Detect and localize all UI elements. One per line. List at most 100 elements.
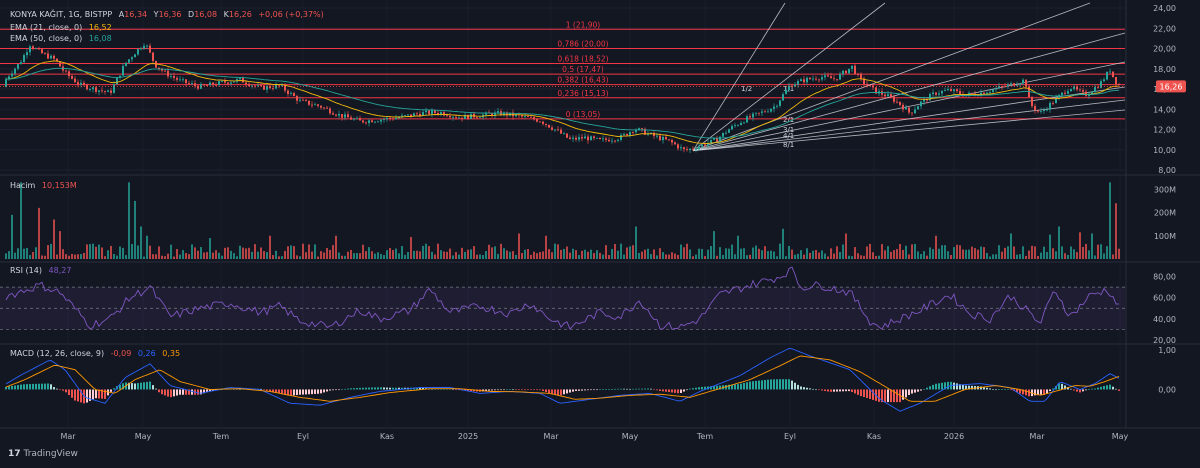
volume-bar	[593, 253, 595, 259]
candle-body	[767, 111, 769, 113]
volume-bar	[266, 252, 268, 259]
volume-bar	[1061, 246, 1063, 259]
fib-retracement[interactable]: 1 (21,90) 0,786 (20,00) 0,618 (18,52) 0,5 (…	[0, 20, 1125, 120]
candle-body	[707, 143, 709, 146]
candle-body	[524, 116, 526, 117]
volume-bar	[35, 247, 37, 259]
volume-bar	[161, 255, 163, 259]
rsi-tick-label: 20,00	[1153, 336, 1176, 345]
volume-bar	[536, 253, 538, 259]
volume-bar	[602, 254, 604, 259]
candle-body	[1097, 87, 1099, 88]
macd-histogram-bar	[29, 384, 31, 390]
macd-histogram-bar	[371, 387, 373, 390]
candle-body	[1022, 79, 1024, 84]
volume-bar	[74, 254, 76, 259]
tradingview-watermark[interactable]: 17 TradingView	[8, 449, 78, 459]
candle-body	[836, 78, 838, 80]
symbol-legend[interactable]: KONYA KAĞIT, 1G, BISTPP A16,34 Y16,36 D1…	[10, 10, 328, 19]
volume-bar	[836, 246, 838, 259]
macd-histogram-bar	[890, 389, 892, 403]
macd-histogram-bar	[1079, 389, 1081, 393]
volume-bar	[866, 246, 868, 259]
macd-histogram-bar	[266, 389, 268, 391]
candle-body	[860, 74, 862, 79]
macd-histogram-bar	[221, 389, 223, 390]
macd-legend[interactable]: MACD (12, 26, close, 9) -0,09 0,26 0,35	[10, 349, 184, 358]
candle-body	[317, 104, 319, 106]
macd-histogram-bar	[110, 389, 112, 392]
candle-body	[887, 94, 889, 97]
volume-bar	[185, 253, 187, 259]
macd-histogram-bar	[656, 389, 658, 391]
macd-histogram-bar	[923, 389, 925, 390]
volume-bar	[371, 251, 373, 259]
volume-bar	[131, 243, 133, 259]
volume-bar	[722, 255, 724, 259]
volume-bar	[827, 256, 829, 259]
candle-body	[368, 120, 370, 124]
candle-body	[1016, 84, 1018, 86]
candle-body	[1013, 83, 1015, 86]
macd-histogram-bar	[599, 389, 601, 390]
volume-bar	[158, 246, 160, 259]
volume-bar	[176, 249, 178, 259]
macd-histogram-bar	[869, 389, 871, 399]
macd-histogram-bar	[1004, 389, 1006, 390]
volume-bar	[503, 248, 505, 259]
macd-histogram-bar	[596, 389, 598, 391]
gann-fan[interactable]: 1/21/12/13/14/18/1	[692, 2, 1126, 152]
candle-body	[1094, 87, 1096, 92]
volume-bar	[617, 250, 619, 259]
macd-histogram-bar	[524, 389, 526, 391]
candle-body	[1082, 90, 1084, 92]
macd-histogram-bar	[269, 389, 271, 392]
rsi-legend[interactable]: RSI (14) 48,27	[10, 266, 75, 275]
volume-bar	[20, 182, 22, 259]
candle-body	[842, 70, 844, 74]
volume-legend[interactable]: Hacim 10,153M	[10, 181, 81, 190]
candle-body	[182, 79, 184, 81]
ema21-legend[interactable]: EMA (21, close, 0) 16,52	[10, 23, 116, 32]
macd-histogram-bar	[965, 385, 967, 390]
volume-bar	[725, 248, 727, 259]
candle-body	[101, 90, 103, 92]
rsi-value: 48,27	[48, 266, 72, 275]
macd-histogram-bar	[872, 389, 874, 400]
volume-bar	[968, 249, 970, 259]
ema50-label: EMA (50, close, 0)	[10, 34, 83, 43]
macd-histogram-bar	[839, 389, 841, 392]
candle-body	[743, 122, 745, 124]
candle-body	[242, 77, 244, 83]
macd-histogram-bar	[806, 387, 808, 390]
candle-body	[551, 127, 553, 130]
candle-body	[143, 45, 145, 49]
macd-histogram-bar	[386, 387, 388, 390]
volume-bar	[1070, 246, 1072, 259]
candle-body	[788, 85, 790, 90]
macd-histogram-bar	[305, 389, 307, 395]
volume-bar	[1103, 253, 1105, 259]
volume-bar	[701, 248, 703, 259]
volume-bar	[974, 248, 976, 259]
candle-body	[908, 107, 910, 113]
volume-bar	[803, 254, 805, 259]
macd-histogram-bar	[1100, 386, 1102, 390]
candle-body	[557, 129, 559, 131]
macd-histogram-bar	[755, 380, 757, 390]
macd-histogram-bar	[209, 389, 211, 392]
candle-body	[527, 116, 529, 118]
volume-bar	[596, 250, 598, 259]
candle-body	[992, 89, 994, 92]
volume-value: 10,153M	[41, 181, 77, 190]
macd-histogram-bar	[416, 387, 418, 390]
ema50-legend[interactable]: EMA (50, close, 0) 16,08	[10, 34, 116, 43]
volume-bar	[710, 245, 712, 259]
volume-bar	[431, 251, 433, 259]
macd-histogram-bar	[554, 389, 556, 395]
macd-histogram-bar	[290, 389, 292, 396]
candle-body	[161, 68, 163, 71]
volume-bar	[188, 254, 190, 259]
candle-body	[659, 135, 661, 141]
